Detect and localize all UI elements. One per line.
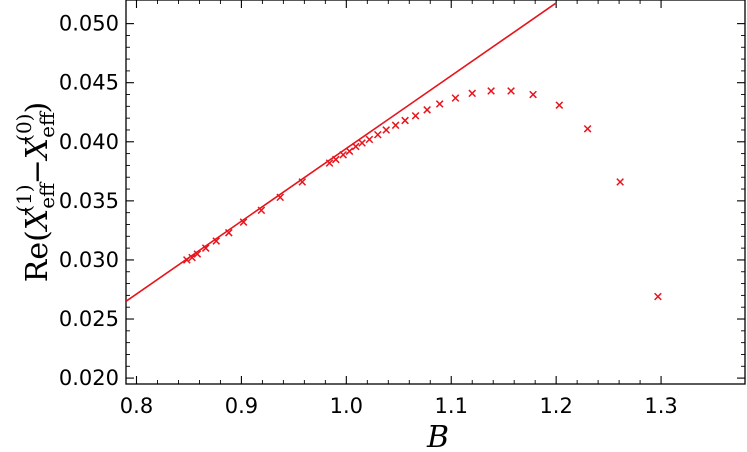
data-point [391, 121, 400, 130]
data-point [188, 253, 196, 262]
y-tick-label: 0.050 [59, 12, 119, 36]
y-tick-label: 0.035 [59, 189, 119, 213]
y-ticks: 0.020 0.025 0.030 0.035 0.040 0.045 0.050 [59, 12, 745, 390]
data-point [365, 135, 374, 144]
y-tick-label: 0.030 [59, 248, 119, 272]
data-point [451, 94, 460, 102]
data-point [345, 147, 354, 156]
data-point [276, 193, 285, 202]
data-point [555, 101, 564, 109]
y-tick-label: 0.020 [59, 366, 119, 390]
x-tick-label: 1.1 [435, 394, 468, 418]
plot-frame [125, 0, 746, 385]
data-point [654, 292, 662, 301]
data-point [616, 178, 624, 186]
data-point [257, 206, 266, 215]
data-point [212, 237, 221, 245]
y-axis-title: Re(Xeff(1)−Xeff(0)) [12, 102, 59, 282]
y-title-sup1: (1) [12, 184, 36, 212]
data-point [423, 106, 431, 114]
data-point [183, 256, 191, 264]
data-point [201, 244, 210, 252]
data-point [487, 87, 495, 95]
points-group [183, 87, 662, 301]
x-axis-title: B [426, 420, 449, 452]
data-point [529, 90, 537, 99]
data-point [358, 139, 366, 147]
data-point [298, 178, 307, 186]
data-point [468, 89, 477, 98]
y-title-prefix: Re( [20, 230, 55, 282]
y-title-sub2: eff [35, 110, 59, 138]
y-tick-label: 0.025 [59, 307, 119, 331]
y-title-sup2: (0) [12, 114, 36, 142]
x-tick-label: 1.3 [644, 394, 677, 418]
y-title-var2: X [20, 136, 55, 161]
x-tick-label: 1.2 [539, 394, 572, 418]
x-tick-label: 0.8 [120, 394, 153, 418]
y-title-var1: X [20, 207, 55, 232]
data-point [193, 250, 202, 258]
data-point [325, 159, 334, 167]
data-point [382, 126, 391, 134]
data-point [332, 155, 340, 164]
x-tick-label: 1.0 [330, 394, 363, 418]
data-point [435, 100, 444, 108]
data-point [507, 87, 515, 95]
data-point [239, 218, 248, 226]
y-title-minus: − [20, 159, 55, 184]
data-point [583, 124, 592, 133]
data-point [373, 130, 382, 139]
y-tick-label: 0.045 [59, 71, 119, 95]
y-title-sub1: eff [35, 181, 59, 209]
y-title-suffix: ) [20, 102, 55, 114]
data-point [224, 228, 233, 237]
y-tick-label: 0.040 [59, 130, 119, 154]
data-point [351, 142, 360, 151]
data-point [401, 116, 409, 125]
data-point [411, 111, 420, 120]
x-tick-label: 0.9 [225, 394, 258, 418]
data-point [339, 150, 348, 159]
x-ticks: 0.8 0.9 1.0 1.1 1.2 1.3 [120, 0, 678, 418]
